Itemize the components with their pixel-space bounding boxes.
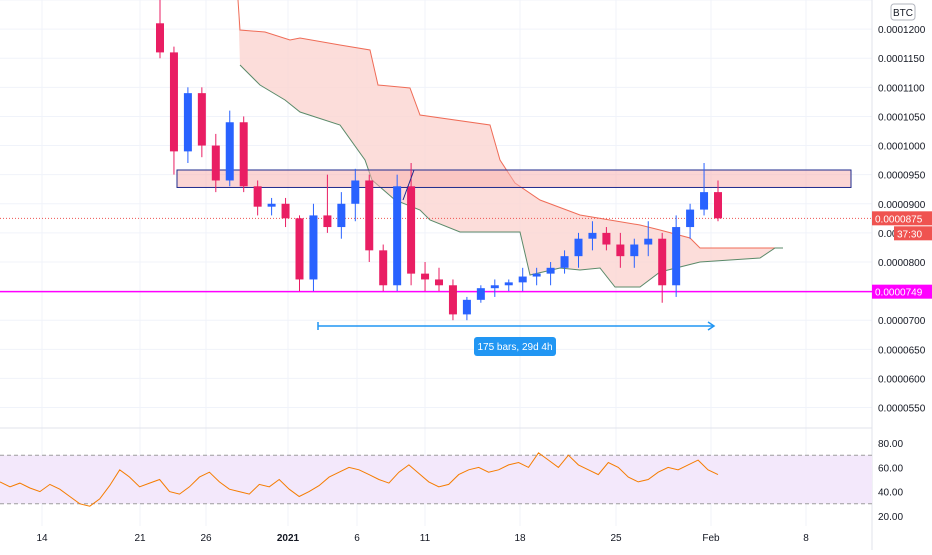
time-tick-label: Feb xyxy=(702,533,720,544)
price-tick-label: 0.0000700 xyxy=(878,316,926,327)
cloud-span-a xyxy=(237,0,783,249)
candle-body xyxy=(630,244,639,257)
rsi-line xyxy=(0,452,719,507)
rsi-tick-label: 80.00 xyxy=(878,439,903,450)
candle-body xyxy=(574,238,583,257)
candle-body xyxy=(602,232,611,245)
candle-body xyxy=(714,192,722,219)
support-line[interactable] xyxy=(0,217,872,293)
currency-badge-label: BTC xyxy=(893,8,913,19)
axes: 0.0001200 0.0001150 0.0001100 0.0001050 0.00… xyxy=(36,3,932,544)
time-tick-label: 2021 xyxy=(277,533,300,544)
candle-body xyxy=(532,273,541,277)
candle-body xyxy=(407,186,416,274)
candle-body xyxy=(462,299,471,315)
candle-body xyxy=(295,218,304,280)
measure-label: 175 bars, 29d 4h xyxy=(477,342,552,353)
countdown-tag xyxy=(894,226,932,241)
candlestick-series xyxy=(156,0,722,321)
measure-tool[interactable]: 175 bars, 29d 4h xyxy=(317,321,716,356)
candle-body xyxy=(686,209,695,228)
candle-body xyxy=(323,215,332,228)
candle-body xyxy=(365,180,374,251)
resistance-zone-rect[interactable] xyxy=(176,169,852,188)
candle-body xyxy=(448,285,457,315)
current-price-tag xyxy=(872,211,932,226)
candle-body xyxy=(156,23,164,53)
candle-body xyxy=(253,186,262,207)
rsi-tick-label: 60.00 xyxy=(878,463,903,474)
currency-badge[interactable] xyxy=(890,3,916,21)
rsi-band xyxy=(0,455,872,504)
candle-body xyxy=(197,93,206,146)
candle-body xyxy=(393,186,402,286)
candle-body xyxy=(421,273,430,280)
support-price-label: 0.0000749 xyxy=(875,288,923,299)
rsi-tick-label: 40.00 xyxy=(878,488,903,499)
trend-line xyxy=(402,169,415,201)
candle-body xyxy=(169,52,178,152)
candle-body xyxy=(239,122,248,187)
time-tick-label: 6 xyxy=(354,533,360,544)
current-price-label: 0.0000875 xyxy=(875,214,923,225)
time-tick-label: 8 xyxy=(803,533,809,544)
price-tick-label: 0.0000950 xyxy=(878,171,926,182)
candle-body xyxy=(588,232,597,239)
candle-body xyxy=(672,227,681,286)
time-tick-label: 14 xyxy=(36,533,48,544)
price-tick-label: 0.0001100 xyxy=(878,83,925,94)
candle-body xyxy=(183,93,192,152)
candle-body xyxy=(309,215,318,280)
cloud-fill xyxy=(238,0,783,287)
candle-body xyxy=(700,192,709,210)
candle-body xyxy=(476,288,485,300)
candle-body xyxy=(435,279,443,286)
price-tick-label: 0.0001000 xyxy=(878,142,926,153)
rsi-tick-label: 20.00 xyxy=(878,512,903,523)
price-tick-label: 0.0000650 xyxy=(878,345,926,356)
price-tick-label: 0.0001150 xyxy=(878,54,925,65)
price-tick-label: 0.0000900 xyxy=(878,200,926,211)
candle-body xyxy=(658,238,667,286)
candle-body xyxy=(518,276,527,283)
candle-body xyxy=(281,203,290,219)
countdown-label: 37:30 xyxy=(897,229,922,240)
candle-body xyxy=(337,203,346,228)
time-tick-label: 21 xyxy=(134,533,146,544)
candle-body xyxy=(490,285,499,289)
price-tick-label: 0.0000800 xyxy=(878,258,926,269)
time-tick-label: 11 xyxy=(420,533,431,544)
candle-body xyxy=(225,122,234,181)
candle-body xyxy=(211,145,220,181)
time-tick-label: 26 xyxy=(200,533,212,544)
time-tick-label: 18 xyxy=(514,533,526,544)
measure-arrow xyxy=(707,321,716,331)
price-tick-label: 0.0000550 xyxy=(878,404,926,415)
rsi-pane xyxy=(0,452,872,507)
candle-body xyxy=(379,250,388,286)
price-tick-label: 0.0001050 xyxy=(878,112,926,123)
candle-body xyxy=(644,238,653,245)
resistance-zone[interactable] xyxy=(176,169,852,188)
support-price-tag xyxy=(872,284,932,299)
candle-body xyxy=(546,267,555,274)
candle-body xyxy=(504,282,513,286)
price-tick-label: 0.0001200 xyxy=(878,25,926,36)
candle-body xyxy=(267,203,276,207)
price-tick-label: 0.0000600 xyxy=(878,374,926,385)
candle-body xyxy=(616,244,625,257)
time-tick-label: 25 xyxy=(610,533,622,544)
measure-label-bg xyxy=(474,337,556,356)
candle-body xyxy=(351,180,360,204)
candle-body xyxy=(560,256,569,268)
